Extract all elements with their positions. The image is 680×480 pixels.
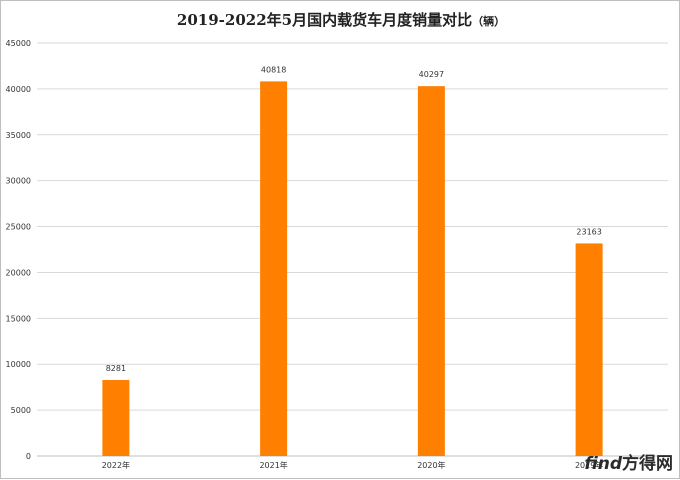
y-tick-label-6: 30000 (6, 177, 31, 186)
y-tick-label-0: 0 (26, 452, 31, 461)
data-label-3: 23163 (576, 227, 601, 236)
x-axis: 2022年 2021年 2020年 2019年 (102, 460, 604, 470)
y-axis: 0 5000 10000 15000 20000 25000 30000 35000 40000… (6, 39, 31, 461)
data-label-1: 40818 (261, 65, 286, 74)
y-tick-label-2: 10000 (6, 360, 31, 369)
data-label-0: 8281 (106, 364, 126, 373)
chart-title-unit: （辆） (472, 14, 505, 28)
x-tick-label-3: 2019年 (575, 460, 603, 470)
x-tick-label-1: 2021年 (259, 460, 287, 470)
y-tick-label-4: 20000 (6, 268, 31, 277)
y-tick-label-7: 35000 (6, 131, 31, 140)
y-tick-label-3: 15000 (6, 314, 31, 323)
watermark-name: 方得网 (622, 454, 673, 474)
watermark-logo: find方得网 (584, 449, 673, 474)
data-label-2: 40297 (419, 70, 444, 79)
x-tick-label-2: 2020年 (417, 460, 445, 470)
y-tick-label-5: 25000 (6, 223, 31, 232)
y-tick-label-9: 45000 (6, 39, 31, 48)
bar-0 (102, 379, 130, 456)
y-tick-label-8: 40000 (6, 85, 31, 94)
chart-title-main: 2019-2022年5月国内载货车月度销量对比 (177, 11, 472, 29)
bar-2 (417, 86, 445, 456)
grid-lines (37, 42, 668, 457)
bar-1 (260, 81, 288, 456)
watermark-brand: find (584, 454, 622, 474)
y-tick-label-1: 5000 (11, 406, 31, 415)
x-tick-label-0: 2022年 (102, 460, 130, 470)
bar-3 (575, 243, 603, 456)
chart-title: 2019-2022年5月国内载货车月度销量对比（辆） (177, 11, 505, 29)
bars: 8281 40818 40297 23163 (102, 65, 603, 456)
